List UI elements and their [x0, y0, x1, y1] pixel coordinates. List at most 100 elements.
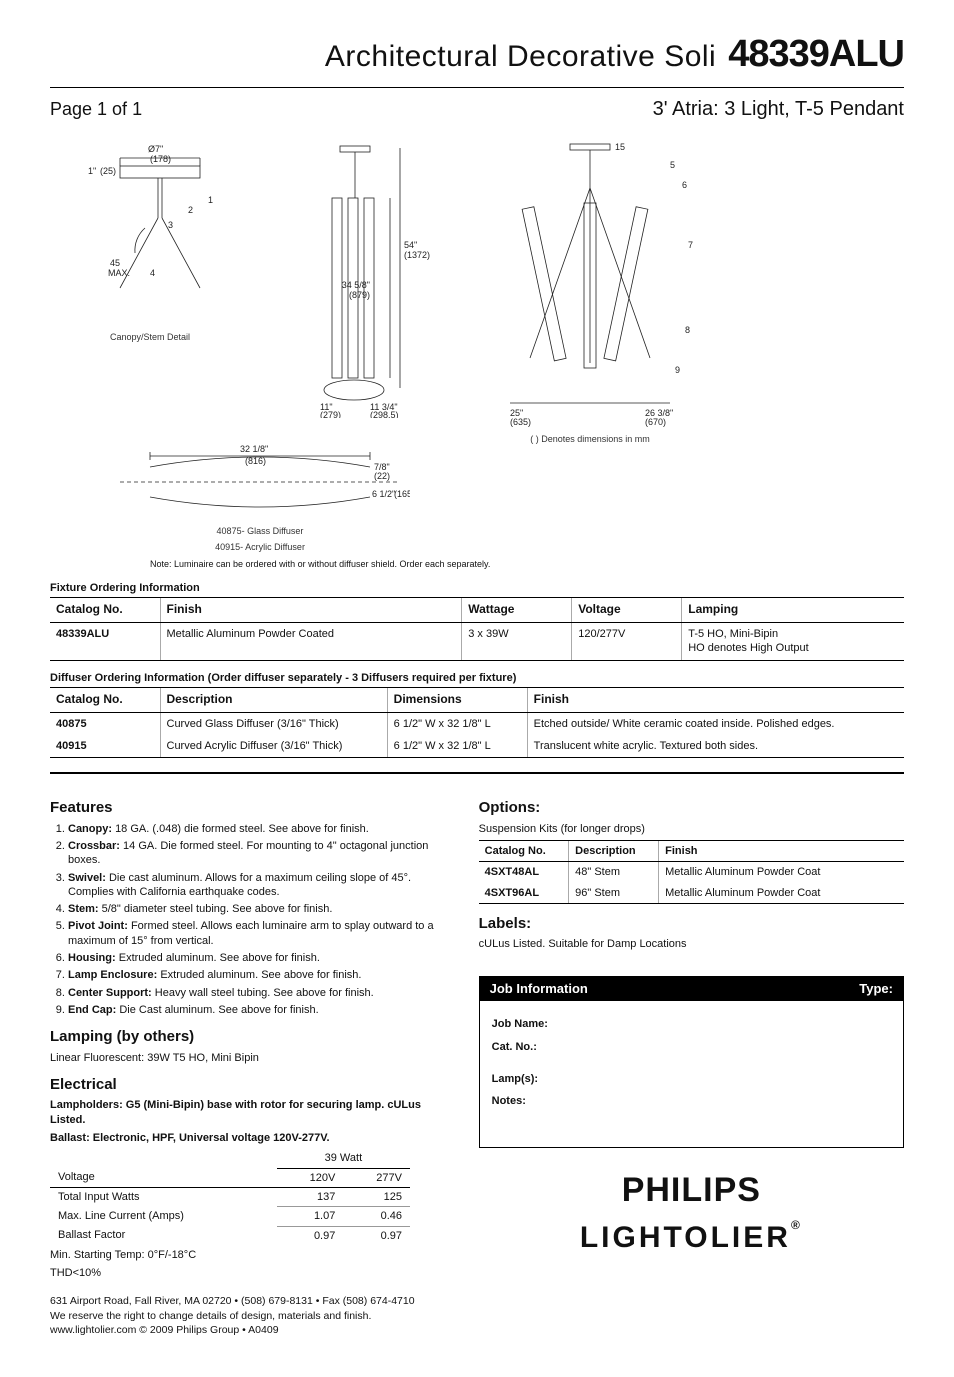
diagram-plan: 32 1/8" (816) 7/8" (22) 6 1/2" (165) 408… [110, 442, 410, 553]
callout-3: 3 [168, 220, 173, 230]
iso-svg: 15 5 6 7 8 9 25" (635) 26 3/8" (670) [460, 138, 720, 428]
dim-base-w-mm: (279) [320, 410, 341, 418]
electrical-heading: Electrical [50, 1075, 443, 1095]
fixture-cell: 3 x 39W [462, 623, 572, 661]
diffuser-section-label: Diffuser Ordering Information (Order dif… [50, 671, 904, 685]
subheader: Page 1 of 1 3' Atria: 3 Light, T-5 Penda… [50, 88, 904, 128]
options-col-0: Catalog No. [479, 840, 569, 861]
header: Architectural Decorative Soli 48339ALU [50, 30, 904, 88]
feature-item: Housing: Extruded aluminum. See above fo… [68, 951, 443, 965]
diffuser-cell: Translucent white acrylic. Textured both… [527, 735, 904, 758]
callout-1: 1 [208, 195, 213, 205]
labels-heading: Labels: [479, 914, 904, 934]
options-table: Catalog No. Description Finish 4SXT48AL … [479, 840, 904, 904]
elec-cell: 137 [277, 1187, 344, 1206]
diffuser-row: 40875 Curved Glass Diffuser (3/16" Thick… [50, 712, 904, 735]
callout-2: 2 [188, 205, 193, 215]
diffuser-cell: Curved Glass Diffuser (3/16" Thick) [160, 712, 387, 735]
dim-overall-mm: (1372) [404, 250, 430, 260]
elec-cell: Voltage [50, 1168, 277, 1187]
fixture-row: 48339ALU Metallic Aluminum Powder Coated… [50, 623, 904, 661]
diffuser-col-2: Dimensions [387, 687, 527, 712]
electrical-lampholders: Lampholders: G5 (Mini-Bipin) base with r… [50, 1098, 443, 1127]
options-row: 4SXT48AL 48" Stem Metallic Aluminum Powd… [479, 862, 904, 883]
diagram-canopy: Ø7" (178) 1" (25) 45 MAX. 1 2 3 4 Canopy… [50, 138, 250, 446]
iso-c8: 8 [685, 325, 690, 335]
diffuser-table: Catalog No. Description Dimensions Finis… [50, 687, 904, 758]
job-field-lamps[interactable]: Lamp(s): [492, 1072, 891, 1086]
product-subtitle: 3' Atria: 3 Light, T-5 Pendant [653, 96, 904, 122]
left-column: Features Canopy: 18 GA. (.048) die forme… [50, 788, 443, 1337]
dim-angle-unit: MAX. [108, 268, 130, 278]
dim-overall: 54" [404, 240, 417, 250]
features-heading: Features [50, 798, 443, 818]
canopy-svg: Ø7" (178) 1" (25) 45 MAX. 1 2 3 4 [50, 138, 250, 328]
job-info-header: Job Information Type: [480, 977, 903, 1002]
diffuser-col-3: Finish [527, 687, 904, 712]
elec-cell: 0.97 [277, 1226, 344, 1245]
fixture-col-4: Lamping [682, 598, 904, 623]
options-cell: Metallic Aluminum Powder Coat [659, 862, 904, 883]
fixture-table: Catalog No. Finish Wattage Voltage Lampi… [50, 597, 904, 660]
feature-item: Crossbar: 14 GA. Die formed steel. For m… [68, 839, 443, 868]
fixture-cell: 48339ALU [50, 623, 160, 661]
dim-plan-arm-mm: (22) [374, 471, 390, 481]
options-cell: Metallic Aluminum Powder Coat [659, 883, 904, 904]
diagram-note: Note: Luminaire can be ordered with or w… [150, 559, 904, 571]
footer-address: 631 Airport Road, Fall River, MA 02720 •… [50, 1294, 443, 1337]
elec-cell: 120V [277, 1168, 344, 1187]
job-field-notes[interactable]: Notes: [492, 1094, 891, 1108]
dim-open-w-mm: (635) [510, 417, 531, 427]
options-cell: 4SXT48AL [479, 862, 569, 883]
dim-base-w2-mm: (298.5) [370, 410, 399, 418]
dim-body-mm: (879) [349, 290, 370, 300]
iso-c15: 15 [615, 142, 625, 152]
job-info-title: Job Information [490, 981, 588, 998]
elec-footnote-2: THD<10% [50, 1266, 443, 1280]
diffuser-cell: Etched outside/ White ceramic coated ins… [527, 712, 904, 735]
mm-note: ( ) Denotes dimensions in mm [460, 434, 720, 446]
elec-row: Max. Line Current (Amps) 1.07 0.46 [50, 1207, 410, 1226]
options-heading: Options: [479, 798, 904, 818]
options-cell: 4SXT96AL [479, 883, 569, 904]
fixture-col-3: Voltage [572, 598, 682, 623]
diagram-band: Ø7" (178) 1" (25) 45 MAX. 1 2 3 4 Canopy… [50, 138, 904, 446]
diagram-iso: 15 5 6 7 8 9 25" (635) 26 3/8" (670) ( )… [460, 138, 720, 446]
elec-cell: 277V [343, 1168, 410, 1187]
fixture-col-1: Finish [160, 598, 462, 623]
dim-height: 1" [88, 166, 96, 176]
feature-item: Swivel: Die cast aluminum. Allows for a … [68, 871, 443, 900]
elec-cell: 0.97 [343, 1226, 410, 1245]
page-indicator: Page 1 of 1 [50, 98, 142, 121]
fixture-cell: 120/277V [572, 623, 682, 661]
brand-block: PHILIPS LIGHTOLIER® [479, 1168, 904, 1257]
iso-c7: 7 [688, 240, 693, 250]
elec-cell: 1.07 [277, 1207, 344, 1226]
diffuser-cell: 6 1/2" W x 32 1/8" L [387, 712, 527, 735]
electrical-table: 39 Watt Voltage 120V 277V Total Input Wa… [50, 1149, 410, 1244]
fixture-col-0: Catalog No. [50, 598, 160, 623]
lamping-heading: Lamping (by others) [50, 1027, 443, 1047]
feature-item: Canopy: 18 GA. (.048) die formed steel. … [68, 822, 443, 836]
electrical-ballast: Ballast: Electronic, HPF, Universal volt… [50, 1131, 443, 1145]
plan-svg: 32 1/8" (816) 7/8" (22) 6 1/2" (165) [110, 442, 410, 522]
elec-cell: 125 [343, 1187, 410, 1206]
dim-angle: 45 [110, 258, 120, 268]
elec-row: Ballast Factor 0.97 0.97 [50, 1226, 410, 1245]
diagram-elevation: 54" (1372) 34 5/8" (879) 11" (279) 11 3/… [270, 138, 440, 446]
iso-c6: 6 [682, 180, 687, 190]
elec-header-row: Voltage 120V 277V [50, 1168, 410, 1187]
job-field-name[interactable]: Job Name: [492, 1017, 891, 1031]
job-field-catno[interactable]: Cat. No.: [492, 1040, 891, 1054]
options-col-2: Finish [659, 840, 904, 861]
dim-plan-w: 32 1/8" [240, 444, 268, 454]
elec-cell: 0.46 [343, 1207, 410, 1226]
iso-c9: 9 [675, 365, 680, 375]
fixture-cell: Metallic Aluminum Powder Coated [160, 623, 462, 661]
canopy-label: Canopy/Stem Detail [50, 332, 250, 344]
options-cell: 96" Stem [569, 883, 659, 904]
options-subnote: Suspension Kits (for longer drops) [479, 822, 904, 836]
job-info-type: Type: [859, 981, 893, 998]
callout-4: 4 [150, 268, 155, 278]
elec-footnote-1: Min. Starting Temp: 0°F/-18°C [50, 1248, 443, 1262]
